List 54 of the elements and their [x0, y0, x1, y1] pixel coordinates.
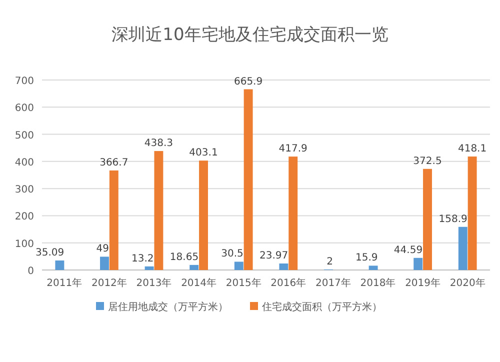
text: 665.9	[234, 76, 263, 88]
text: 418.1	[458, 144, 487, 155]
bar	[199, 160, 208, 270]
bar	[190, 264, 199, 270]
bar	[414, 258, 423, 270]
bar	[244, 89, 253, 270]
x-tick-label: 2020年	[450, 277, 486, 289]
x-tick-label: 2011年	[46, 277, 82, 289]
x-tick-label: 2013年	[136, 277, 172, 289]
y-tick-label: 700	[14, 76, 34, 87]
x-tick-label: 2012年	[91, 277, 127, 289]
bar	[468, 156, 477, 270]
y-tick-label: 100	[14, 238, 34, 250]
text: 372.5	[413, 156, 442, 167]
text: 403.1	[189, 148, 218, 159]
text: 158.9	[438, 214, 468, 225]
text: 438.3	[144, 138, 174, 150]
bar	[279, 263, 288, 270]
y-tick-label: 200	[14, 212, 34, 223]
legend-label: 居住用地成交（万平方米）	[108, 301, 228, 313]
text: 44.59	[394, 244, 423, 256]
text: 366.7	[100, 157, 128, 168]
text: 35.09	[36, 247, 64, 258]
x-tick-label: 2016年	[270, 277, 306, 289]
text: 18.65	[170, 252, 199, 263]
text: 49	[96, 244, 109, 255]
bar	[423, 168, 432, 270]
text: 15.9	[356, 252, 378, 264]
y-tick-label: 400	[14, 157, 34, 168]
x-tick-label: 2014年	[181, 277, 217, 289]
bar	[288, 156, 298, 270]
bar	[154, 151, 164, 270]
bar	[144, 266, 154, 270]
y-tick-label: 300	[14, 184, 34, 196]
bar	[234, 262, 244, 270]
x-tick-label: 2015年	[226, 277, 262, 289]
chart-title: 深圳近10年宅地及住宅成交面积一览	[112, 25, 388, 45]
text: 30.5	[221, 248, 244, 260]
bar	[368, 266, 378, 270]
bar	[100, 256, 109, 270]
bar	[109, 170, 118, 270]
x-tick-label: 2019年	[405, 277, 441, 289]
x-tick-label: 2018年	[360, 277, 396, 289]
x-tick-label: 2017年	[315, 277, 351, 289]
text: 23.97	[260, 250, 288, 262]
text: 2	[326, 256, 333, 268]
y-tick-label: 600	[14, 103, 34, 114]
legend-label: 住宅成交面积（万平方米）	[262, 301, 382, 313]
text: 417.9	[278, 144, 308, 155]
bar	[55, 260, 64, 270]
text: 13.2	[132, 253, 154, 264]
bar	[458, 226, 468, 270]
y-tick-label: 0	[28, 266, 34, 277]
y-tick-label: 500	[14, 130, 34, 142]
